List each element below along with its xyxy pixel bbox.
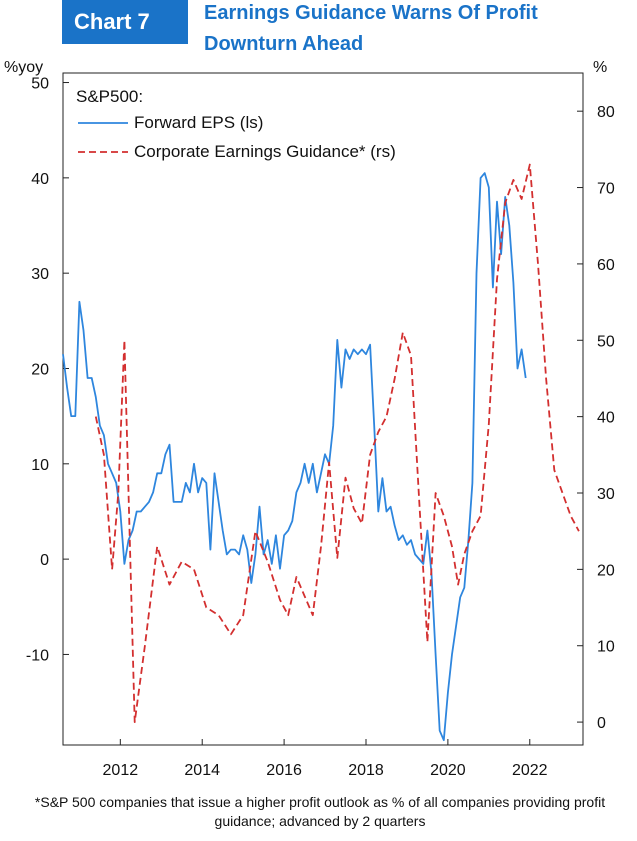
chart-title: Earnings Guidance Warns Of Profit Downtu…: [204, 0, 624, 60]
chart-title-line-2: Downturn Ahead: [204, 33, 364, 55]
right-axis-tick-label: 70: [597, 181, 615, 198]
right-axis-tick-label: 20: [597, 562, 615, 579]
right-axis-tick-label: 40: [597, 410, 615, 427]
chart-number-badge: Chart 7: [62, 0, 188, 44]
left-axis-unit: %yoy: [4, 59, 43, 76]
left-axis-tick-label: 50: [31, 76, 49, 93]
right-axis-tick-label: 30: [597, 486, 615, 503]
x-axis-tick-label: 2014: [184, 762, 220, 779]
legend-title: S&P500:: [76, 87, 143, 106]
left-axis-tick-label: 10: [31, 457, 49, 474]
footnote: *S&P 500 companies that issue a higher p…: [34, 794, 606, 829]
right-axis-unit: %: [593, 59, 607, 76]
x-axis-tick-label: 2016: [266, 762, 302, 779]
series-line-forward-eps: [62, 172, 527, 742]
legend-label: Forward EPS (ls): [134, 113, 263, 132]
right-axis-tick-label: 60: [597, 257, 615, 274]
series-line-earnings-guidance: [94, 163, 580, 723]
left-axis-tick-label: 40: [31, 171, 49, 188]
x-axis-tick-label: 2022: [512, 762, 548, 779]
x-axis-tick-label: 2020: [430, 762, 466, 779]
right-axis-tick-label: 80: [597, 104, 615, 121]
right-axis-tick-label: 50: [597, 333, 615, 350]
x-axis-tick-label: 2018: [348, 762, 384, 779]
right-axis-tick-label: 0: [597, 715, 606, 732]
line-chart: -1001020304050%yoy01020304050607080%2012…: [4, 59, 615, 779]
left-axis-tick-label: 0: [40, 552, 49, 569]
plot-frame: [62, 72, 584, 746]
x-axis-tick-label: 2012: [103, 762, 139, 779]
chart-title-line-1: Earnings Guidance Warns Of Profit: [204, 2, 538, 24]
legend-label: Corporate Earnings Guidance* (rs): [134, 142, 396, 161]
right-axis-tick-label: 10: [597, 639, 615, 656]
left-axis-tick-label: -10: [26, 647, 49, 664]
left-axis-tick-label: 30: [31, 266, 49, 283]
left-axis-tick-label: 20: [31, 361, 49, 378]
